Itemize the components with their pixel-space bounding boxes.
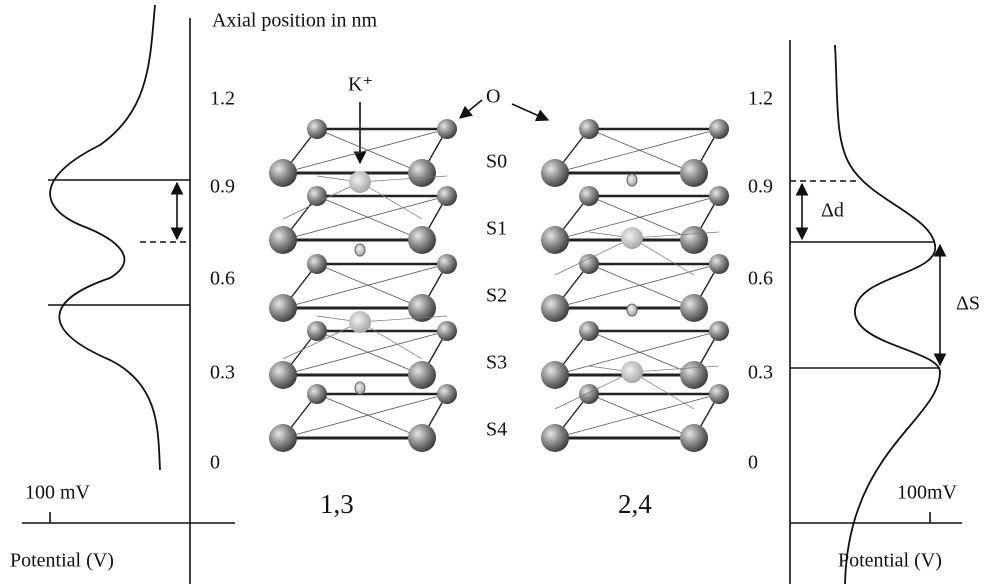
- delta-s: ΔS: [956, 293, 980, 315]
- configuration: 1,3: [320, 489, 354, 519]
- bond: [589, 394, 694, 438]
- oxygen: [541, 424, 569, 452]
- bond: [317, 196, 422, 240]
- bond: [317, 331, 422, 375]
- site-label: S4: [486, 419, 507, 441]
- tick-label: 1.2: [210, 88, 235, 110]
- oxygen: [269, 294, 297, 322]
- axis-label: Potential (V): [10, 550, 114, 572]
- bond: [317, 394, 422, 438]
- oxygen: [680, 159, 708, 187]
- bond: [589, 264, 694, 308]
- oxygen-arrow: [460, 100, 482, 118]
- tick-label: 0.9: [210, 176, 235, 198]
- oxygen: [269, 159, 297, 187]
- bond: [317, 264, 422, 308]
- coordination: [360, 316, 447, 322]
- oxygen: [709, 186, 729, 206]
- oxygen: [680, 294, 708, 322]
- oxygen: [680, 361, 708, 389]
- site-label: S3: [486, 352, 507, 374]
- site-label: S0: [486, 151, 507, 173]
- oxygen: [579, 321, 599, 341]
- tick-label: 0.6: [210, 268, 235, 290]
- potassium-ion: [349, 171, 371, 193]
- tick-label: 0.3: [748, 362, 773, 384]
- scale-label: 100 mV: [25, 482, 91, 504]
- potassium-ion: [621, 227, 643, 249]
- water: [627, 174, 637, 186]
- oxygen: [541, 361, 569, 389]
- oxygen: [307, 384, 327, 404]
- oxygen: [541, 159, 569, 187]
- oxygen: [269, 361, 297, 389]
- oxygen: [437, 321, 457, 341]
- delta-d: Δd: [821, 200, 844, 222]
- oxygen-arrow: [512, 104, 548, 120]
- tick-label: 0.6: [748, 268, 773, 290]
- oxygen: [269, 226, 297, 254]
- title: Axial position in nm: [212, 10, 377, 32]
- oxygen: [680, 226, 708, 254]
- oxygen: [408, 361, 436, 389]
- oxygen: [408, 159, 436, 187]
- oxygen: [709, 384, 729, 404]
- oxygen: [437, 119, 457, 139]
- oxygen: [680, 424, 708, 452]
- tick-label: 0.9: [748, 176, 773, 198]
- configuration: 2,4: [618, 489, 652, 519]
- oxygen: [408, 226, 436, 254]
- tick-label: 0.3: [210, 362, 235, 384]
- potassium-ion: [349, 311, 371, 333]
- oxygen: [408, 424, 436, 452]
- tick-label: 0: [748, 452, 758, 474]
- oxygen: [579, 384, 599, 404]
- water: [355, 244, 365, 256]
- potassium-ion: [621, 361, 643, 383]
- oxygen: [579, 119, 599, 139]
- oxygen: [269, 424, 297, 452]
- oxygen: [709, 119, 729, 139]
- oxygen: [307, 321, 327, 341]
- oxygen-label: O: [486, 86, 500, 108]
- tick-label: 0: [210, 452, 220, 474]
- scale-label: 100mV: [897, 482, 958, 504]
- site-label: S2: [486, 285, 507, 307]
- oxygen: [307, 119, 327, 139]
- oxygen: [541, 294, 569, 322]
- oxygen: [541, 226, 569, 254]
- oxygen: [579, 186, 599, 206]
- oxygen: [579, 254, 599, 274]
- ion-label: K⁺: [348, 74, 373, 96]
- water: [627, 304, 637, 316]
- bond: [317, 129, 422, 173]
- oxygen: [437, 384, 457, 404]
- oxygen: [709, 254, 729, 274]
- water: [355, 382, 365, 394]
- site-label: S1: [486, 218, 507, 240]
- axis-label: Potential (V): [838, 550, 942, 572]
- tick-label: 1.2: [748, 88, 773, 110]
- bond: [589, 129, 694, 173]
- oxygen: [709, 321, 729, 341]
- oxygen: [437, 254, 457, 274]
- oxygen: [307, 254, 327, 274]
- diagram: Axial position in nm 100 mV Potential (V…: [0, 0, 993, 584]
- oxygen: [437, 186, 457, 206]
